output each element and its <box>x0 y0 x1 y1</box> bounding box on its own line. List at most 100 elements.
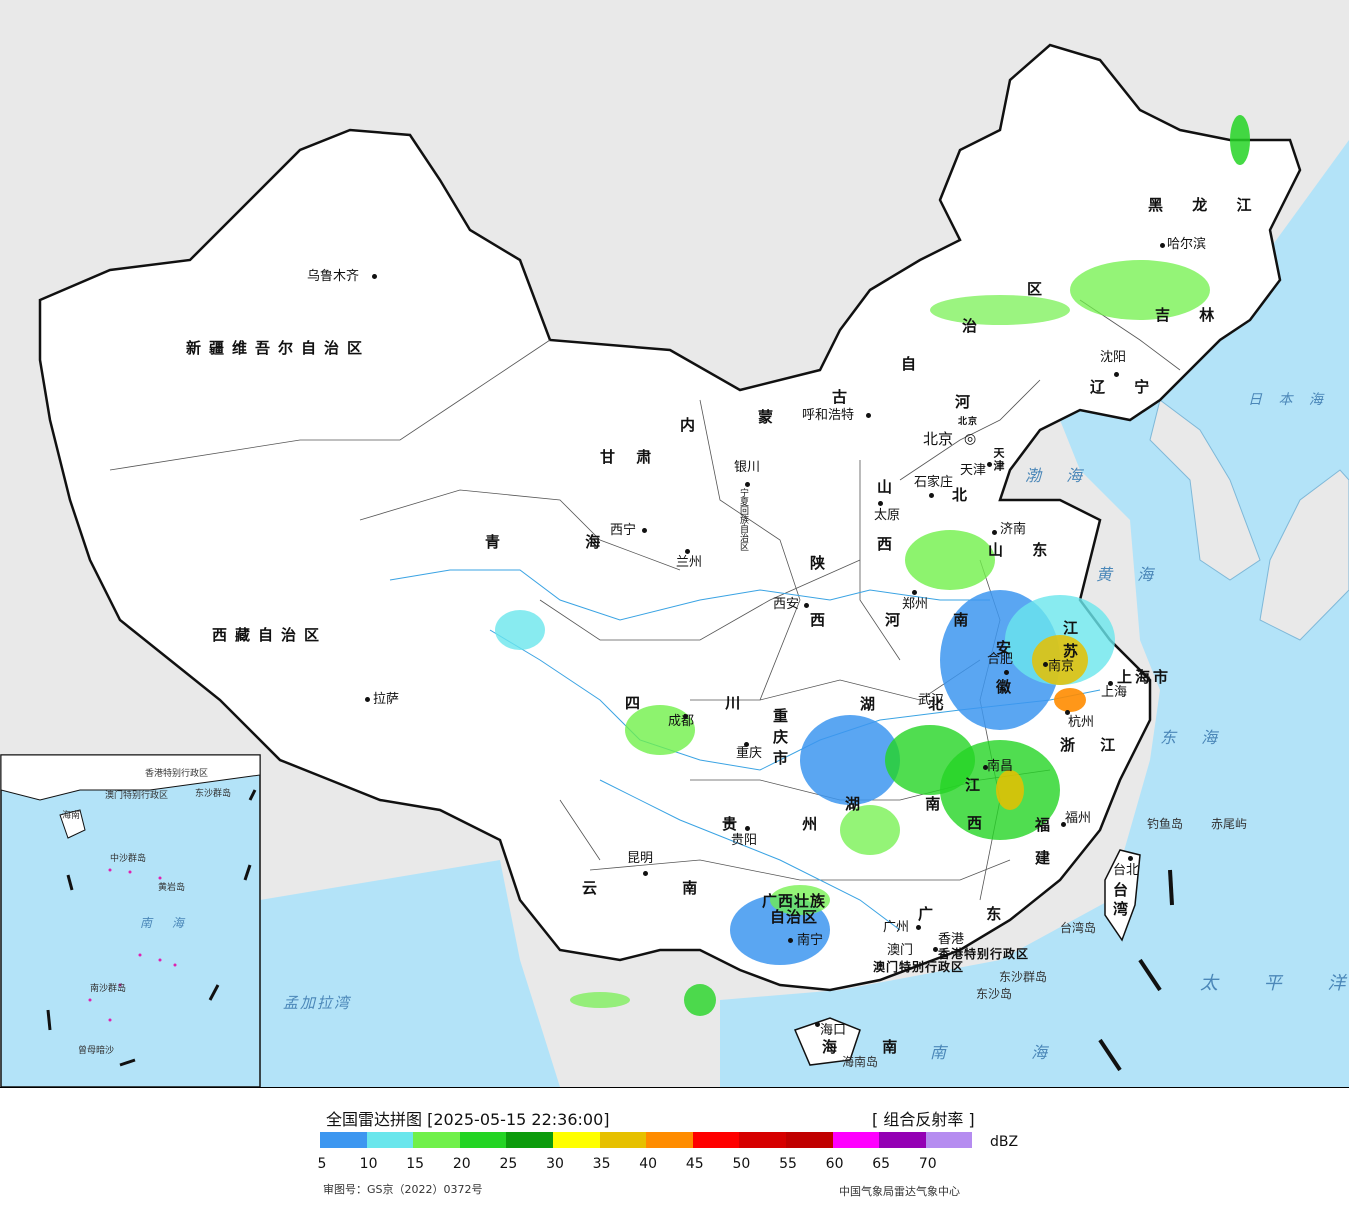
scale-tick-label: 30 <box>546 1156 564 1172</box>
city-dot <box>1004 670 1009 675</box>
city-macau: 澳门 <box>887 943 914 958</box>
city-wuhan: 武汉 <box>918 693 945 708</box>
label-heilongjiang: 黑 龙 江 <box>1148 196 1264 214</box>
label-shanxi-1: 山 <box>877 478 901 496</box>
sea-east-china: 东 海 <box>1160 728 1228 747</box>
city-tianjin: 天津 <box>960 463 987 478</box>
product-name: [ 组合反射率 ] <box>872 1110 975 1129</box>
radar-map: 新疆维吾尔自治区 西藏自治区 青 海 甘 肃 内 蒙 古 自 治 区 黑 龙 江… <box>0 0 1349 1088</box>
city-lanzhou: 兰州 <box>676 555 703 570</box>
city-dot <box>878 501 883 506</box>
label-neimenggu-3: 古 <box>832 388 856 406</box>
label-jiangxi-1: 江 <box>965 776 989 794</box>
label-xinjiang: 新疆维吾尔自治区 <box>186 339 371 357</box>
city-dot <box>1108 681 1113 686</box>
city-dot <box>1065 710 1070 715</box>
label-hunan: 湖 南 <box>845 795 971 813</box>
radar-echoes <box>495 115 1250 1016</box>
city-taiyuan: 太原 <box>874 508 901 523</box>
city-dot <box>1061 822 1066 827</box>
inset-hongkong: 香港特别行政区 <box>145 769 209 779</box>
city-dot <box>933 947 938 952</box>
agency-name: 中国气象局雷达气象中心 <box>839 1185 960 1198</box>
city-nanjing: 南京 <box>1048 659 1075 674</box>
scale-tick-label: 65 <box>872 1156 891 1172</box>
scale-tick-label: 55 <box>779 1156 797 1172</box>
label-shanghai: 上海市 <box>1117 668 1172 686</box>
scale-tick-label: 40 <box>639 1156 658 1172</box>
label-henan: 河 南 <box>885 611 993 629</box>
label-fujian-2: 建 <box>1035 849 1059 867</box>
inset-dongsha: 东沙群岛 <box>195 789 232 799</box>
city-dot <box>866 413 871 418</box>
city-dot <box>1043 662 1048 667</box>
city-shanghai: 上海 <box>1101 685 1128 700</box>
label-jiangxi-2: 西 <box>967 814 991 832</box>
city-beijing: 北京 <box>923 430 954 448</box>
label-xizang: 西藏自治区 <box>212 626 328 644</box>
city-hefei: 合肥 <box>987 652 1014 667</box>
scale-tick-label: 20 <box>452 1156 471 1172</box>
sea-bohai: 渤 海 <box>1025 466 1093 485</box>
city-dot <box>685 549 690 554</box>
inset-nansha: 南沙群岛 <box>90 984 127 994</box>
sea-south-china: 南 海 <box>930 1043 1088 1062</box>
label-macau: 澳门特别行政区 <box>873 960 965 974</box>
city-dot <box>815 1022 820 1027</box>
scale-swatch <box>552 1132 600 1148</box>
label-guizhou: 贵 州 <box>722 815 848 833</box>
label-ningxia: 宁夏回族自治区 <box>738 488 748 551</box>
city-hohhot: 呼和浩特 <box>802 408 855 423</box>
scale-tick-label: 35 <box>592 1156 611 1172</box>
sea-bay-of-bengal: 孟加拉湾 <box>283 994 352 1012</box>
label-hongkong: 香港特别行政区 <box>938 947 1030 961</box>
scale-swatch <box>506 1132 553 1148</box>
city-urumqi: 乌鲁木齐 <box>307 269 360 284</box>
label-guangxi-1: 广西壮族 <box>762 892 827 910</box>
scale-tick-label: 50 <box>732 1156 751 1172</box>
japan-land <box>1259 469 1349 641</box>
city-harbin: 哈尔滨 <box>1167 237 1207 252</box>
scale-tick-label: 70 <box>918 1156 937 1172</box>
city-dot <box>912 590 917 595</box>
city-dot <box>992 530 997 535</box>
label-chongqing: 重庆市 <box>771 708 789 771</box>
city-dot <box>365 697 370 702</box>
island-taiwan: 台湾岛 <box>1060 921 1097 935</box>
city-dot <box>1160 243 1165 248</box>
city-shenyang: 沈阳 <box>1100 350 1127 365</box>
label-jilin: 吉 林 <box>1155 306 1227 324</box>
city-dot <box>987 462 992 467</box>
inset-macau: 澳门特别行政区 <box>105 791 169 801</box>
label-guangxi-2: 自治区 <box>770 908 819 926</box>
scale-swatch <box>459 1132 507 1148</box>
scale-tick-label: 45 <box>685 1156 704 1172</box>
scale-tick-label: 60 <box>825 1156 844 1172</box>
label-liaoning: 辽 宁 <box>1090 378 1162 396</box>
city-zhengzhou: 郑州 <box>902 597 929 612</box>
city-dot <box>744 742 749 747</box>
city-xian: 西安 <box>773 597 800 612</box>
inset-zengmu: 曾母暗沙 <box>78 1046 115 1056</box>
scale-swatch <box>413 1132 460 1148</box>
scale-swatch <box>366 1132 414 1148</box>
city-dot <box>1128 856 1133 861</box>
city-xining: 西宁 <box>610 523 637 538</box>
taiwan-island <box>1104 849 1141 942</box>
bay-of-bengal <box>260 860 560 1087</box>
city-dot <box>788 938 793 943</box>
scale-swatch <box>320 1132 367 1148</box>
korea-land <box>1149 399 1261 581</box>
sea-yellow: 黄 海 <box>1096 565 1164 584</box>
label-shaanxi-2: 西 <box>810 611 834 629</box>
scale-swatch <box>879 1132 926 1148</box>
city-kunming: 昆明 <box>627 851 654 866</box>
nine-dash-line <box>1098 869 1174 1072</box>
city-nanchang: 南昌 <box>987 759 1014 774</box>
label-jiangsu: 江苏 <box>1061 620 1079 666</box>
scale-swatch <box>692 1132 740 1148</box>
capital-star-icon: ◎ <box>964 431 977 447</box>
label-anhui: 安徽 <box>994 640 1012 718</box>
city-dot <box>683 714 688 719</box>
label-hebei-2: 北 <box>952 486 976 504</box>
